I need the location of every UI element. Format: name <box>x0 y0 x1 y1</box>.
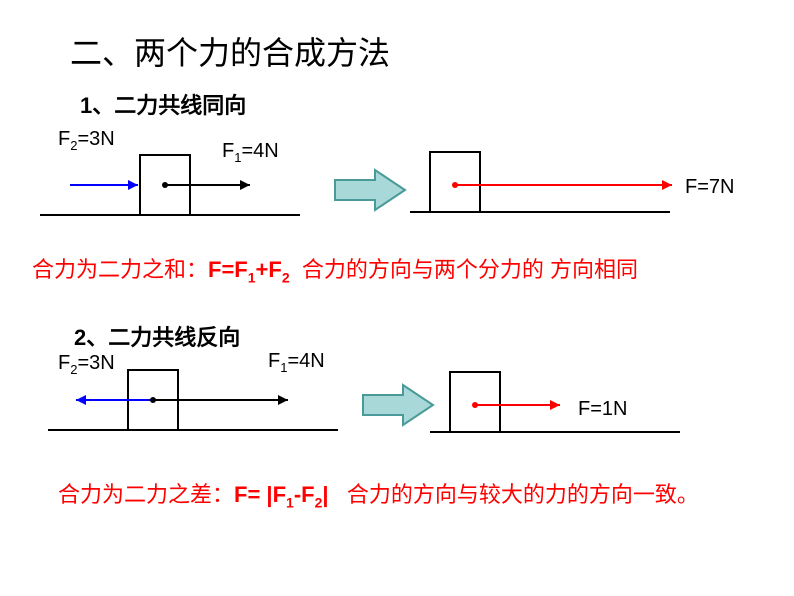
diagram1-right <box>410 140 690 220</box>
diagram1-left <box>40 145 300 225</box>
main-title: 二、两个力的合成方法 <box>70 28 390 74</box>
section1-heading-text: 1、二力共线同向 <box>80 93 246 118</box>
big-arrow-1 <box>330 165 410 215</box>
section1-heading: 1、二力共线同向 <box>80 88 246 120</box>
diagram2-right <box>430 360 680 440</box>
conclusion-1: 合力为二力之和：F=F1+F2 合力的方向与两个分力的 方向相同 <box>32 255 752 288</box>
section2-heading: 2、二力共线反向 <box>74 320 240 352</box>
conclusion-2: 合力为二力之差：F= |F1-F2| 合力的方向与较大的力的方向一致。 <box>58 480 728 513</box>
big-arrow-2 <box>358 380 438 430</box>
diagram2-left <box>48 360 338 440</box>
f-label-1: F=7N <box>685 176 734 199</box>
section2-heading-text: 2、二力共线反向 <box>74 325 240 350</box>
